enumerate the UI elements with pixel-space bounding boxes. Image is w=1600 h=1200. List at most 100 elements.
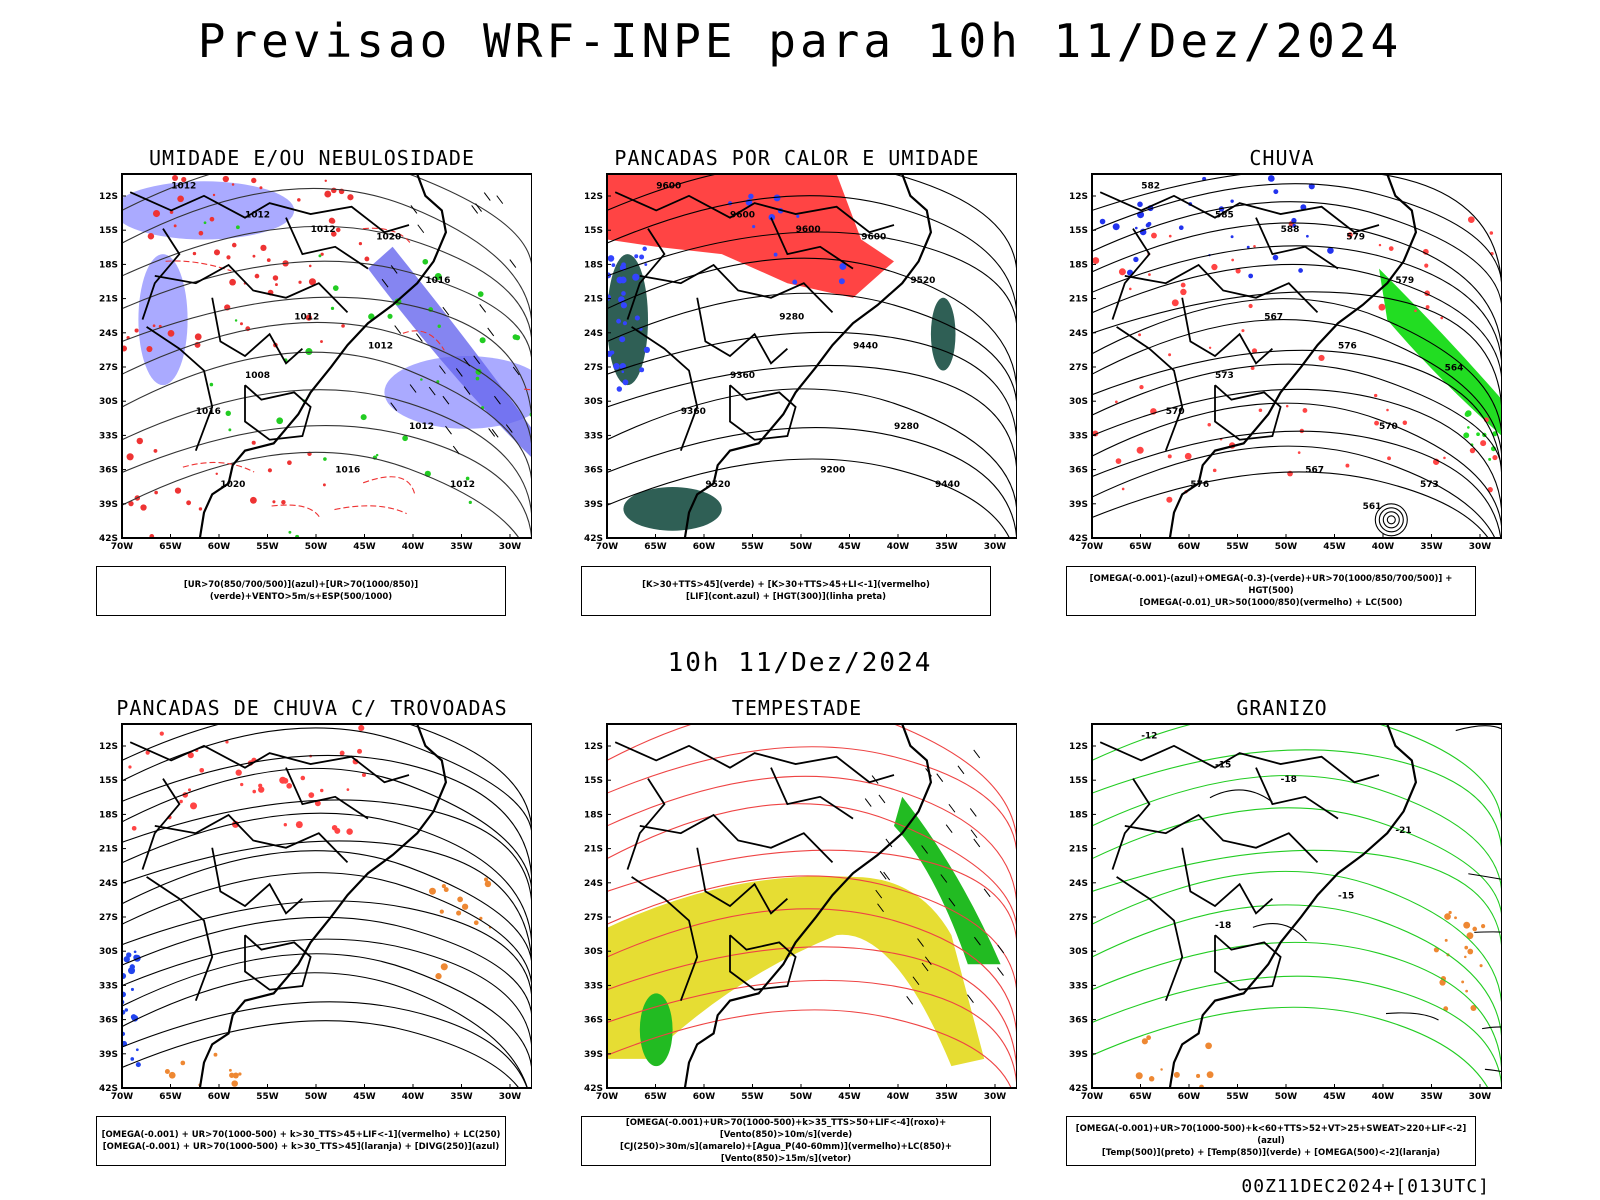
map-content: 582 585 588 579 576 573 570 567 579 576 573 570 567 5… [1092, 174, 1502, 538]
lat-tick-label: 21S [584, 845, 603, 855]
field-speckle [611, 263, 616, 268]
country-border [285, 217, 369, 270]
field-speckle [1463, 921, 1471, 929]
contour-line [1092, 430, 1502, 538]
contour-label: 9360 [730, 371, 755, 381]
map-umidade: 1012 1012 1012 1016 1012 1008 1012 1016 1020 1020… [99, 173, 532, 552]
field-speckle [461, 903, 469, 910]
field-speckle [152, 210, 161, 218]
field-speckle [1414, 309, 1417, 313]
lon-tick-label: 40W [402, 1092, 425, 1102]
contour-line [122, 724, 532, 835]
lat-tick-label: 42S [1069, 534, 1088, 544]
field-speckle [177, 195, 184, 203]
wind-vector [471, 205, 479, 214]
field-speckle [1178, 225, 1184, 231]
lat-tick-label: 33S [1069, 981, 1088, 991]
contour-line [1092, 870, 1502, 1012]
field-speckle [124, 1008, 129, 1012]
field-speckle [1099, 218, 1106, 225]
field-speckle [1476, 432, 1480, 437]
contour-label: 9600 [796, 225, 821, 235]
lat-tick-label: 12S [99, 742, 118, 752]
field-speckle [622, 321, 627, 326]
contour-label: 1008 [245, 371, 270, 381]
lat-tick-label: 30S [99, 947, 118, 957]
field-speckle [281, 499, 286, 505]
contour-label: -15 [1215, 761, 1231, 771]
contour-line [122, 451, 520, 538]
lon-tick-label: 35W [1420, 1092, 1443, 1102]
field-speckle [468, 500, 472, 505]
field-speckle [135, 1062, 141, 1068]
panel-title: TEMPESTADE [731, 696, 863, 720]
lon-tick-label: 55W [1226, 1092, 1249, 1102]
low-pressure-center [1374, 503, 1408, 537]
country-border [696, 847, 788, 915]
contour-label: 582 [1141, 182, 1160, 192]
country-border [770, 767, 854, 820]
contour-line [607, 946, 1017, 1079]
field-speckle [1492, 454, 1498, 461]
lat-tick-label: 24S [99, 329, 118, 339]
lon-tick-label: 35W [935, 542, 958, 552]
field-speckle [1373, 393, 1378, 398]
lat-tick-label: 24S [584, 329, 603, 339]
legend-line: [OMEGA(-0.001)-(azul)+OMEGA(-0.3)-(verde… [1089, 574, 1453, 596]
lat-tick-label: 42S [99, 1084, 118, 1094]
field-speckle [368, 313, 375, 320]
lon-tick-label: 40W [402, 542, 425, 552]
country-border [729, 934, 797, 991]
lon-tick-label: 65W [1129, 1092, 1152, 1102]
humidity-area [138, 254, 188, 386]
lon-tick-label: 40W [887, 1092, 910, 1102]
country-border [141, 778, 181, 870]
wind-vector [390, 402, 398, 412]
field-speckle [335, 227, 341, 233]
wind-vector [442, 395, 450, 405]
lat-tick-label: 18S [1069, 260, 1088, 270]
field-speckle [153, 448, 158, 453]
lon-tick-label: 45W [838, 542, 861, 552]
map-frame [121, 723, 532, 1089]
field-speckle [240, 782, 244, 787]
field-speckle [134, 328, 139, 333]
contour-line [334, 505, 407, 515]
country-border [146, 326, 214, 451]
field-speckle [643, 346, 650, 353]
lat-tick-label: 21S [584, 295, 603, 305]
wind-vector [479, 304, 487, 313]
contour-line [607, 427, 1017, 538]
field-speckle [1467, 948, 1474, 955]
lon-tick-label: 55W [741, 1092, 764, 1102]
field-speckle [147, 233, 155, 240]
field-speckle [1464, 411, 1471, 417]
country-border [1116, 876, 1184, 1001]
field-speckle [773, 252, 778, 257]
country-border [614, 741, 895, 784]
lat-tick-label: 39S [99, 500, 118, 510]
low-pressure-center [1386, 515, 1396, 525]
field-speckle [1251, 348, 1258, 354]
contour-line [122, 225, 532, 346]
field-speckle [1345, 463, 1350, 468]
field-speckle [186, 500, 192, 506]
field-speckle [145, 750, 150, 755]
coastline [198, 174, 448, 538]
contour-line [607, 979, 1017, 1088]
field-speckle [358, 724, 365, 732]
lat-tick-label: 21S [99, 295, 118, 305]
field-speckle [1118, 268, 1126, 276]
low-pressure-center [1382, 511, 1400, 529]
field-speckle [616, 386, 623, 392]
field-speckle [252, 254, 256, 258]
contour-label: 9200 [820, 465, 845, 475]
field-speckle [228, 1068, 232, 1072]
legend-line: [OMEGA(-0.01)_UR>50(1000/850)(vermelho) … [1139, 598, 1403, 608]
field-speckle [1386, 408, 1389, 412]
contour-line [1092, 222, 1502, 358]
field-speckle [231, 242, 237, 248]
contour-line [607, 1009, 1012, 1088]
field-speckle [1470, 1005, 1477, 1012]
contour-label: 1020 [376, 233, 401, 243]
